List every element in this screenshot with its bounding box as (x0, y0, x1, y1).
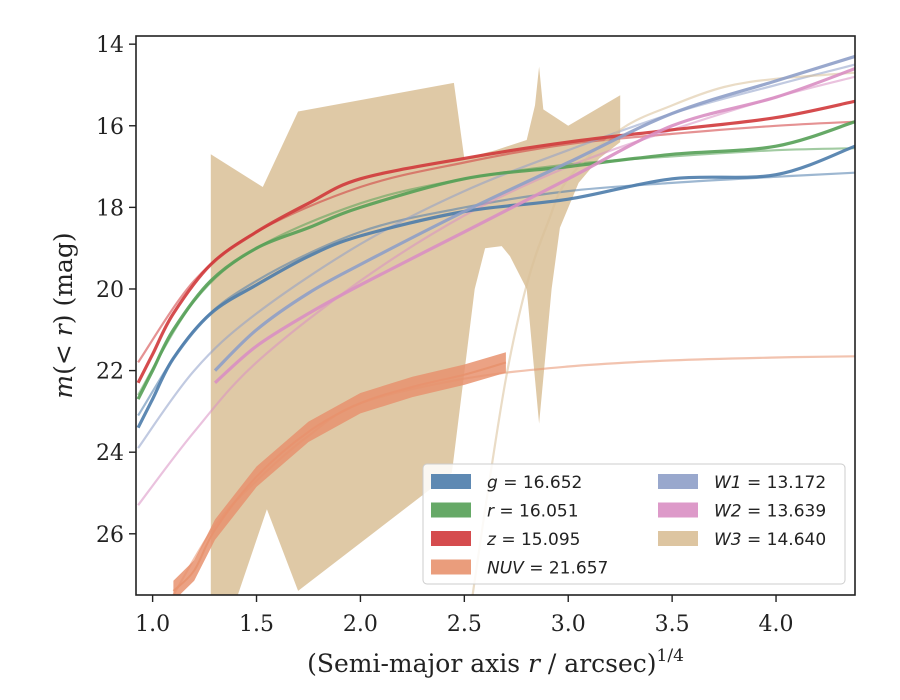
series-w2-13-639 (213, 67, 855, 384)
series-g-16-652 (136, 144, 855, 429)
x-tick-label: 1.0 (135, 612, 170, 637)
legend: g = 16.652 r = 16.051 z = 15.095 NUV = 21.6… (422, 463, 846, 585)
series-w3-14-640-model (471, 71, 855, 595)
y-axis: 14 16 18 20 22 24 26 (96, 33, 136, 548)
x-tick-label: 1.5 (239, 612, 274, 637)
x-tick-label: 3.5 (655, 612, 690, 637)
legend-swatch-g-16-652 (431, 474, 471, 489)
legend-label-w1-13-172: W1 = 13.172 (714, 473, 826, 493)
legend-label-r-16-051: r = 16.051 (487, 502, 579, 522)
series-r-16-051 (136, 120, 855, 400)
y-tick-label: 18 (96, 196, 124, 221)
legend-label-g-16-652: g = 16.652 (487, 473, 582, 493)
legend-label-w3-14-640: W3 = 14.640 (714, 530, 826, 550)
legend-swatch-nuv-21-657 (431, 559, 471, 575)
y-tick-label: 26 (96, 523, 124, 548)
series-z-15-095 (136, 99, 855, 384)
y-tick-label: 22 (96, 360, 124, 385)
legend-swatch-r-16-051 (431, 502, 471, 518)
y-tick-label: 14 (96, 33, 124, 58)
series-w1-13-172 (213, 54, 855, 372)
y-tick-label: 20 (96, 278, 124, 303)
y-axis-label-text: m(< r) (mag) (49, 232, 78, 398)
x-tick-label: 2.0 (343, 612, 378, 637)
x-axis-label-text: (Semi-major axis r / arcsec)1/4 (307, 646, 684, 678)
legend-label-w2-13-639: W2 = 13.639 (714, 502, 826, 522)
plot-frame (135, 35, 856, 596)
legend-swatch-z-15-095 (431, 531, 471, 546)
series-w1-13-172-model (137, 63, 855, 449)
legend-swatch-w3-14-640 (658, 531, 698, 546)
legend-label-z-15-095: z = 15.095 (486, 530, 580, 550)
y-tick-label: 16 (96, 115, 124, 140)
y-tick-label: 24 (96, 441, 124, 466)
legend-label-nuv-21-657: NUV = 21.657 (487, 559, 608, 579)
x-tick-label: 4.0 (759, 612, 794, 637)
legend-swatch-w1-13-172 (658, 474, 698, 489)
x-axis-label: (Semi-major axis r / arcsec)1/4 (307, 646, 684, 678)
series-nuv-21-657 (172, 361, 507, 592)
y-axis-label: m(< r) (mag) (49, 232, 78, 398)
x-tick-label: 2.5 (447, 612, 482, 637)
legend-swatch-w2-13-639 (658, 502, 698, 518)
legend-box (422, 463, 846, 585)
x-tick-label: 3.0 (551, 612, 586, 637)
x-axis: 1.0 1.5 2.0 2.5 3.0 3.5 4.0 (135, 595, 794, 637)
series-nuv-21-657-band (173, 352, 506, 595)
plot-area (136, 54, 855, 595)
